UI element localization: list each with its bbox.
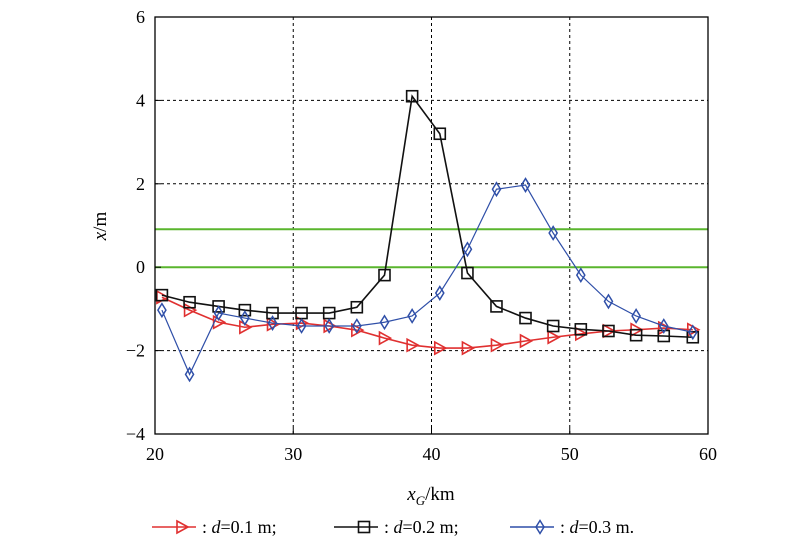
- triangle-marker: [266, 316, 281, 332]
- diamond-marker: [434, 285, 445, 301]
- square-marker: [574, 323, 588, 336]
- square-marker: [602, 324, 615, 338]
- series-layer: [155, 89, 701, 383]
- reference-lines: [155, 228, 708, 269]
- legend-label: : d=0.3 m.: [560, 517, 634, 537]
- square-marker: [629, 328, 643, 342]
- triangle-marker: [547, 329, 561, 345]
- square-marker: [378, 268, 391, 282]
- triangle-marker: [461, 340, 476, 356]
- square-marker: [546, 319, 560, 333]
- triangle-marker: [519, 333, 534, 349]
- y-tick-label: 2: [136, 174, 145, 194]
- diamond-marker: [520, 177, 531, 193]
- square-marker: [350, 300, 364, 314]
- triangle-marker: [176, 519, 190, 535]
- diamond-marker: [379, 314, 390, 331]
- y-tick-label: −4: [126, 424, 145, 444]
- square-marker: [519, 311, 532, 325]
- triangle-marker: [490, 337, 505, 353]
- diamond-marker: [658, 318, 669, 334]
- square-marker: [461, 266, 474, 280]
- y-tick-label: 0: [136, 257, 145, 277]
- diamond-marker: [603, 293, 614, 310]
- diamond-marker: [462, 241, 473, 258]
- y-tick-label: 4: [136, 90, 145, 110]
- ticks: 20 30 40 50 60 −4 −2 0 2 4 6: [126, 7, 717, 464]
- square-marker: [357, 520, 371, 534]
- diamond-marker: [687, 324, 698, 341]
- y-tick-label: −2: [126, 341, 145, 361]
- legend-item: : d=0.3 m.: [510, 517, 634, 537]
- diamond-marker: [184, 366, 195, 383]
- diamond-marker: [296, 318, 307, 334]
- triangle-marker: [378, 330, 393, 346]
- diamond-marker: [535, 519, 545, 535]
- diamond-marker: [267, 315, 278, 332]
- diamond-marker: [157, 302, 167, 319]
- diamond-marker: [239, 310, 250, 327]
- square-marker: [212, 300, 225, 313]
- square-marker: [238, 303, 252, 317]
- triangle-marker: [433, 340, 448, 356]
- diamond-marker: [407, 308, 418, 324]
- legend-label: : d=0.2 m;: [384, 517, 459, 537]
- square-marker: [155, 288, 169, 302]
- legend-label: : d=0.1 m;: [202, 517, 277, 537]
- triangle-marker: [351, 322, 365, 338]
- diamond-marker: [213, 305, 224, 322]
- grid: [155, 17, 708, 434]
- series-d-0-2-m: [155, 89, 700, 344]
- x-tick-label: 20: [146, 444, 164, 464]
- x-axis-label: xG/km: [406, 484, 455, 508]
- x-tick-label: 30: [284, 444, 302, 464]
- series-line: [161, 94, 693, 339]
- diamond-marker: [351, 318, 362, 334]
- square-marker: [405, 89, 419, 103]
- diamond-marker: [548, 225, 559, 241]
- diamond-marker: [631, 308, 641, 324]
- y-axis-label: x/m: [90, 212, 111, 242]
- series-line: [161, 184, 693, 376]
- series-d-0-1-m: [156, 289, 701, 356]
- triangle-marker: [406, 337, 420, 353]
- square-marker: [183, 295, 196, 309]
- diamond-marker: [575, 267, 586, 284]
- legend-item: : d=0.1 m;: [152, 517, 277, 537]
- square-marker: [266, 306, 279, 320]
- diamond-marker: [491, 181, 502, 198]
- x-tick-label: 40: [423, 444, 441, 464]
- x-tick-label: 60: [699, 444, 717, 464]
- series-d-0-3-m: [157, 177, 698, 383]
- legend-item: : d=0.2 m;: [334, 517, 459, 537]
- x-tick-label: 50: [561, 444, 579, 464]
- square-marker: [657, 329, 671, 343]
- square-marker: [490, 300, 503, 313]
- square-marker: [433, 127, 447, 141]
- diamond-marker: [324, 318, 335, 334]
- legend: : d=0.1 m; : d=0.2 m; : d=0.3 m.: [152, 517, 634, 537]
- y-tick-label: 6: [136, 7, 145, 27]
